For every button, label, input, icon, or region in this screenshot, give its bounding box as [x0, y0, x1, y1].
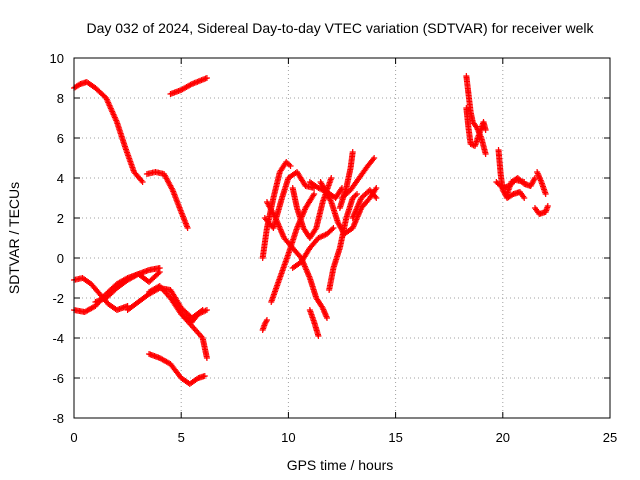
series-arc-06 — [92, 269, 163, 305]
y-tick-label: -4 — [52, 331, 64, 346]
ticks — [73, 57, 611, 419]
series-arc-09 — [178, 307, 210, 325]
series-arc-25 — [463, 73, 489, 157]
series-arc-11 — [259, 317, 270, 333]
x-tick-label: 5 — [178, 430, 185, 445]
series-arc-16 — [289, 175, 335, 241]
data-point — [263, 317, 270, 323]
data-point — [287, 163, 294, 169]
data-point — [315, 333, 322, 339]
series-arc-29 — [504, 175, 538, 197]
data-point — [328, 175, 335, 181]
x-tick-label: 25 — [603, 430, 617, 445]
data-point — [311, 191, 318, 197]
series-arc-03 — [167, 75, 210, 97]
series-arc-01 — [71, 79, 146, 185]
data-point — [330, 225, 337, 231]
data-point — [482, 127, 489, 133]
data-point — [373, 195, 380, 201]
series-arc-10 — [146, 351, 208, 387]
data-point — [354, 191, 361, 197]
data-point — [203, 307, 210, 313]
series-arc-08 — [146, 283, 210, 361]
series-arc-04 — [71, 275, 131, 313]
series-arc-31 — [531, 203, 551, 217]
y-tick-label: -6 — [52, 371, 64, 386]
series-arc-02 — [143, 169, 191, 231]
data-point — [372, 193, 379, 200]
chart-title: Day 032 of 2024, Sidereal Day-to-day VTE… — [86, 20, 594, 36]
series-arc-21 — [317, 179, 380, 237]
series-arc-27 — [495, 147, 528, 201]
y-tick-label: -2 — [52, 291, 64, 306]
series-arc-24 — [349, 187, 380, 221]
data-point — [370, 156, 377, 163]
series-arc-18 — [306, 307, 322, 339]
x-tick-label: 15 — [388, 430, 402, 445]
x-tick-label: 0 — [70, 430, 77, 445]
y-tick-label: 4 — [57, 171, 64, 186]
series-arc-26 — [463, 105, 489, 149]
y-tick-label: -8 — [52, 411, 64, 426]
data-point — [329, 226, 336, 233]
data-layer — [71, 73, 551, 387]
series-arc-17 — [289, 225, 337, 271]
data-point — [139, 179, 146, 185]
series-arc-12 — [259, 159, 294, 261]
data-point — [544, 203, 551, 209]
y-tick-label: 0 — [57, 251, 64, 266]
data-point — [184, 225, 191, 231]
data-point — [531, 176, 538, 183]
y-tick-label: 2 — [57, 211, 64, 226]
grid — [74, 58, 610, 418]
data-point — [349, 149, 356, 155]
data-point — [155, 270, 162, 277]
data-point — [371, 155, 378, 161]
data-point — [155, 283, 162, 290]
data-point — [521, 195, 528, 201]
tick-labels: 0 5 10 15 20 25 -8 -6 -4 -2 0 2 4 6 8 10 — [50, 51, 618, 445]
series-arc-30 — [534, 169, 549, 197]
data-point — [323, 315, 330, 321]
y-tick-label: 10 — [50, 51, 64, 66]
data-point — [482, 151, 489, 157]
x-tick-label: 10 — [281, 430, 295, 445]
data-point — [156, 269, 163, 275]
data-point — [187, 81, 194, 88]
data-point — [263, 318, 270, 325]
series-arc-23 — [339, 155, 378, 201]
y-axis-label: SDTVAR / TECUs — [6, 182, 22, 294]
series-arc-13 — [268, 191, 318, 305]
x-axis-label: GPS time / hours — [287, 457, 394, 473]
data-point — [203, 355, 210, 361]
data-point — [542, 191, 549, 197]
data-point — [201, 373, 208, 379]
y-tick-label: 8 — [57, 91, 64, 106]
data-point — [373, 185, 380, 191]
series-arc-15 — [263, 199, 330, 321]
y-tick-label: 6 — [57, 131, 64, 146]
x-tick-label: 20 — [496, 430, 510, 445]
plot-frame — [73, 57, 611, 419]
data-point — [203, 75, 210, 81]
